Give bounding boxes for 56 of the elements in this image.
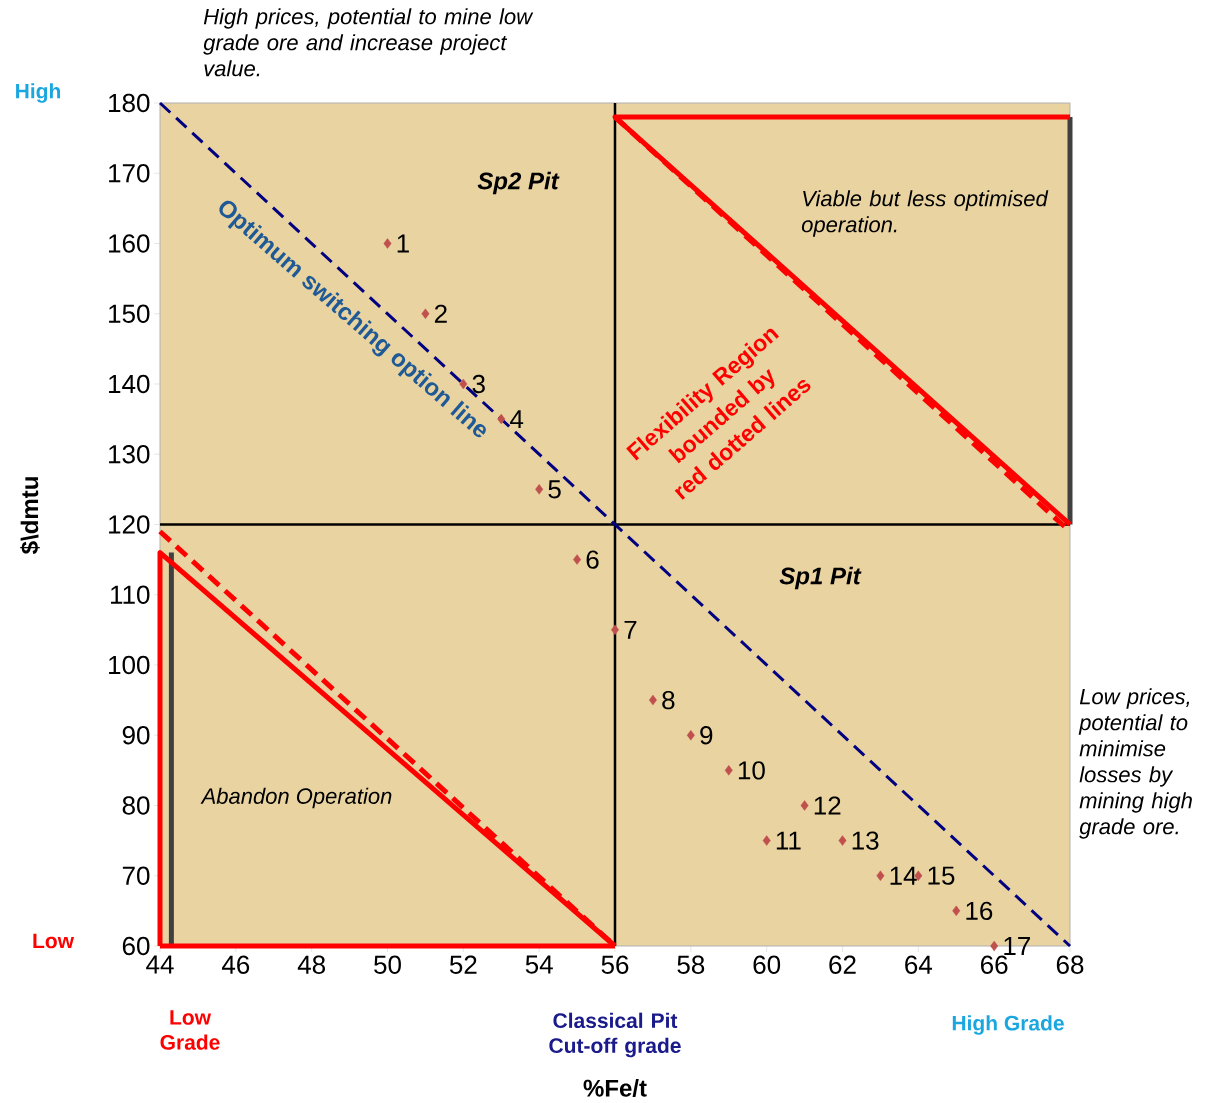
annotation: Sp1 Pit — [779, 566, 862, 590]
annotation: 15 — [928, 866, 955, 885]
x-tick-label: 46 — [221, 955, 250, 974]
x-tick-label: 56 — [601, 955, 629, 974]
y-tick-label: 70 — [122, 866, 150, 885]
annotation: 6 — [586, 550, 599, 569]
y-tick-label: 140 — [109, 374, 150, 394]
x-tick-label: 52 — [449, 955, 477, 974]
x-tick-label: 50 — [374, 955, 401, 974]
x-tick-label: 66 — [981, 955, 1008, 974]
text: High prices, potential to mine low grade ore and increase project value. — [203, 8, 534, 77]
y-tick-label: 150 — [109, 304, 150, 323]
text: Low — [33, 933, 75, 949]
y-tick-label: 60 — [122, 936, 150, 956]
x-tick-label: 62 — [829, 955, 856, 974]
y-tick-label: 130 — [109, 445, 150, 464]
x-tick-label: 54 — [525, 955, 553, 974]
annotation: 11 — [776, 831, 801, 850]
y-tick-label: 110 — [111, 585, 150, 604]
y-tick-label: 120 — [109, 515, 150, 534]
annotation: 17 — [1004, 937, 1030, 955]
annotation: 10 — [738, 761, 765, 780]
x-tick-label: 60 — [753, 955, 781, 974]
annotation: 16 — [966, 901, 993, 921]
annotation: 9 — [700, 726, 713, 745]
text: Low Grade — [160, 1010, 220, 1050]
annotation: 14 — [890, 866, 917, 885]
y-tick-label: 90 — [122, 726, 150, 745]
y-tick-label: 180 — [109, 93, 150, 113]
y-tick-label: 100 — [109, 655, 150, 675]
text: High Grade — [952, 1015, 1064, 1035]
text: Low prices, potential to minimise losses by mining high grade ore. — [1078, 688, 1192, 839]
annotation: 3 — [472, 374, 485, 394]
annotation: 8 — [662, 690, 675, 710]
y-tick-label: 160 — [109, 234, 150, 253]
annotation: Viable but less optimised operation. — [801, 190, 1049, 237]
annotation: 2 — [434, 304, 447, 323]
text: High — [16, 83, 61, 103]
x-tick-label: 58 — [677, 955, 705, 974]
x-tick-label: 48 — [297, 955, 325, 974]
annotation: 7 — [624, 620, 637, 639]
y-tick-label: 80 — [122, 796, 150, 815]
annotation: Sp2 Pit — [477, 171, 560, 195]
annotation: 13 — [852, 831, 879, 850]
y-axis-title: $\dmtu — [20, 477, 40, 554]
text: Classical Pit Cut-off grade — [549, 1012, 681, 1058]
annotation: Abandon Operation — [200, 787, 392, 809]
y-tick-label: 170 — [109, 164, 150, 183]
x-tick-label: 64 — [905, 955, 933, 974]
x-axis-title: %Fe/t — [583, 1079, 647, 1097]
annotation: 5 — [548, 480, 561, 499]
x-tick-label: 44 — [146, 955, 174, 974]
annotation: 1 — [397, 234, 409, 253]
x-tick-label: 68 — [1056, 955, 1084, 974]
annotation: 12 — [814, 796, 841, 815]
annotation: 4 — [510, 410, 524, 429]
